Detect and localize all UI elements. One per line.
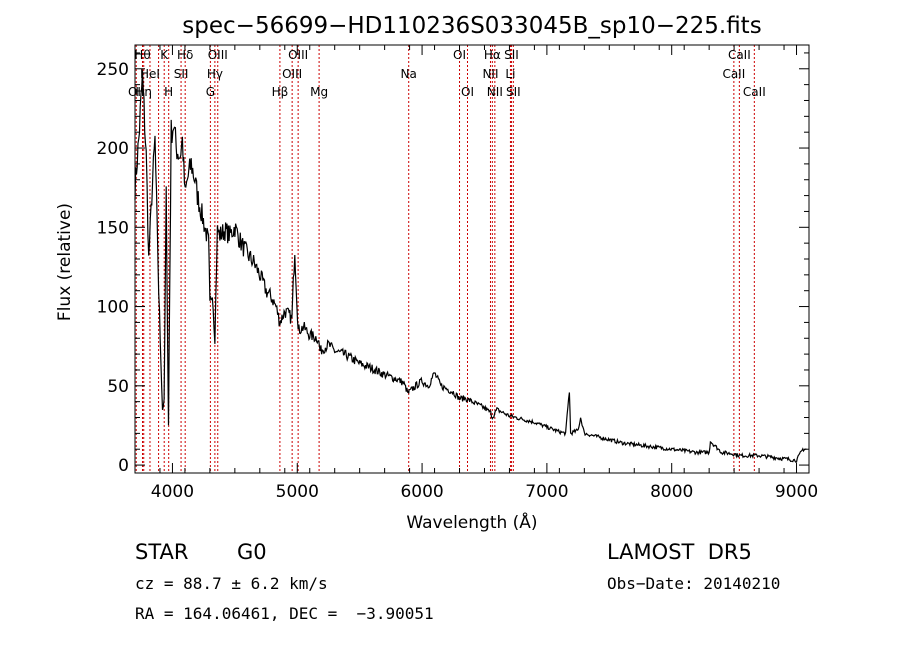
survey-name: LAMOST DR5 [607, 540, 752, 564]
spectral-line-label: Hα [484, 48, 501, 62]
x-tick-label: 6000 [400, 482, 443, 502]
spectral-line-label: SII [506, 85, 521, 99]
spectral-line-label: Mg [310, 85, 328, 99]
spectral-line-label: SII [504, 48, 519, 62]
y-axis-ticks: 0 50 100 150 200 250 [97, 52, 809, 476]
spectral-line-label: OIII [288, 48, 308, 62]
spectrum-series [134, 70, 807, 463]
spectral-line-label: OIII [208, 48, 228, 62]
spectral-line-label: NII [487, 85, 503, 99]
spectral-line-label: CaII [743, 85, 766, 99]
x-tick-label: 9000 [775, 482, 818, 502]
spectral-line-label: CaII [722, 67, 745, 81]
obs-date: Obs−Date: 20140210 [607, 574, 780, 593]
spectral-line-label: Hβ [272, 85, 289, 99]
spectral-line-label: Hδ [177, 48, 193, 62]
y-tick-label: 0 [118, 456, 129, 476]
spectral-line-label: H [164, 85, 173, 99]
spectral-line-label: OI [461, 85, 474, 99]
y-tick-label: 150 [97, 218, 129, 238]
x-tick-label: 7000 [525, 482, 568, 502]
spectral-line-label: SII [174, 67, 189, 81]
redshift-readout: cz = 88.7 ± 6.2 km/s [135, 574, 328, 593]
y-tick-label: 200 [97, 139, 129, 159]
spectral-line-label: Hθ [134, 48, 150, 62]
y-tick-label: 250 [97, 60, 129, 80]
y-tick-label: 50 [107, 377, 129, 397]
x-tick-label: 5000 [276, 482, 319, 502]
plot-frame [134, 44, 810, 474]
x-axis-label: Wavelength (Å) [406, 511, 537, 533]
y-tick-label: 100 [97, 298, 129, 318]
spectral-line-label: K [160, 48, 169, 62]
spectral-line-label: Hγ [207, 67, 223, 81]
spectral-line-label: G [206, 85, 215, 99]
spectral-line-label: Na [401, 67, 417, 81]
y-axis-label: Flux (relative) [55, 203, 75, 321]
x-tick-label: 8000 [650, 482, 693, 502]
spectral-line-label: Li [505, 67, 515, 81]
object-class: STAR [135, 540, 188, 564]
object-subclass: G0 [237, 540, 267, 564]
x-tick-label: 4000 [151, 482, 194, 502]
spectral-line-label: NII [482, 67, 498, 81]
spectral-line-label: HeI [140, 67, 160, 81]
spectral-line-markers [135, 45, 755, 473]
x-axis-ticks: 4000 5000 6000 7000 8000 9000 [134, 45, 818, 502]
spectral-line-label: OIII [282, 67, 302, 81]
spectral-line-labels: OIIHθHηHeIKHSIIHδGHγOIIIHβOIIIOIIIMgNaOI… [128, 48, 766, 99]
spectral-line-label: CaII [728, 48, 751, 62]
spectral-line-label: OI [453, 48, 466, 62]
chart-title: spec−56699−HD110236S033045B_sp10−225.fit… [182, 13, 761, 39]
coordinates: RA = 164.06461, DEC = −3.90051 [135, 604, 434, 623]
